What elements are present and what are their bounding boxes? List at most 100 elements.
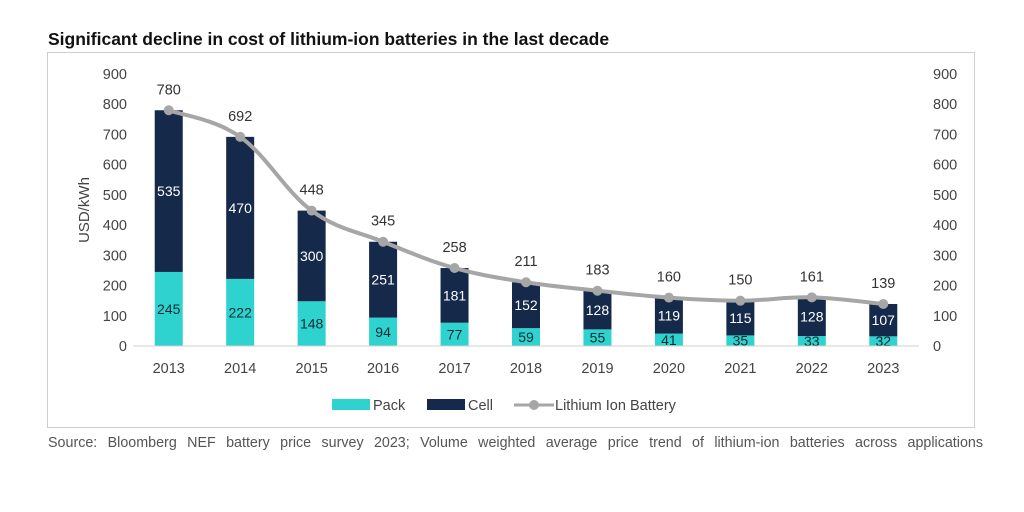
bar-cell xyxy=(512,282,540,329)
bar-pack xyxy=(440,322,469,346)
data-label-pack: 94 xyxy=(375,324,391,340)
bar-pack xyxy=(654,333,683,346)
line-point xyxy=(306,205,317,216)
line-point xyxy=(806,292,817,303)
y-tick-label-left: 700 xyxy=(103,127,127,143)
x-tick-label: 2021 xyxy=(724,361,756,377)
y-tick-label-right: 100 xyxy=(933,309,957,325)
y-tick-label-left: 100 xyxy=(103,309,127,325)
bar-cell xyxy=(369,241,398,318)
legend-swatch-pack xyxy=(332,399,370,410)
bar-cell xyxy=(440,268,469,323)
data-label-total: 139 xyxy=(871,276,895,292)
data-label-total: 345 xyxy=(371,214,395,230)
legend-label-pack: Pack xyxy=(373,398,406,414)
legend-swatch-cell xyxy=(427,399,465,410)
bar-cell xyxy=(154,110,183,272)
data-label-pack: 245 xyxy=(157,301,181,317)
data-label-pack: 222 xyxy=(229,304,253,320)
data-label-pack: 55 xyxy=(590,330,606,346)
bar-pack xyxy=(583,329,612,346)
bar-cell xyxy=(226,136,255,279)
line-point xyxy=(521,277,531,288)
x-tick-label: 2022 xyxy=(796,361,828,377)
y-tick-label-right: 500 xyxy=(933,188,957,204)
bar-cell xyxy=(869,303,898,337)
y-tick-label-right: 900 xyxy=(933,67,957,83)
data-label-cell: 251 xyxy=(371,272,395,288)
data-label-cell: 115 xyxy=(729,310,752,326)
bar-layer: 245 535 222 470 148 300 94 251 77 181 59 152 55 128 41… xyxy=(154,110,898,349)
chart-title: Significant decline in cost of lithium-i… xyxy=(48,29,610,49)
chart-plot: 245 535 222 470 148 300 94 251 77 181 59 152 55 128 41… xyxy=(76,67,957,414)
data-label-cell: 128 xyxy=(586,302,610,318)
source-note: Source: Bloomberg NEF battery price surv… xyxy=(48,435,983,451)
data-label-pack: 59 xyxy=(518,329,534,345)
line-point xyxy=(735,295,746,306)
data-label-pack: 33 xyxy=(804,333,820,349)
data-label-total: 780 xyxy=(157,82,181,98)
data-label-cell: 470 xyxy=(229,200,253,216)
bar-pack xyxy=(297,301,326,346)
x-tick-label: 2018 xyxy=(510,361,542,377)
bar-cell xyxy=(654,297,683,334)
y-tick-label-left: 800 xyxy=(103,97,127,113)
x-tick-label: 2015 xyxy=(296,361,328,377)
bar-cell xyxy=(726,300,755,336)
data-label-pack: 77 xyxy=(447,326,463,342)
bar-pack xyxy=(797,336,826,346)
bar-pack xyxy=(226,278,255,346)
axes-layer: 0 0 100 100 200 200 300 300 400 400 500 500 600 600 70… xyxy=(76,67,957,377)
x-tick-label: 2020 xyxy=(653,361,685,377)
y-tick-label-right: 0 xyxy=(933,339,941,355)
data-label-pack: 41 xyxy=(661,332,677,348)
data-label-pack: 32 xyxy=(875,333,891,349)
x-tick-label: 2017 xyxy=(438,361,470,377)
line-point xyxy=(878,298,889,309)
x-tick-label: 2023 xyxy=(867,361,899,377)
line-point xyxy=(378,236,389,247)
y-tick-label-right: 300 xyxy=(933,248,957,264)
line-point xyxy=(663,292,674,303)
x-tick-label: 2016 xyxy=(367,361,399,377)
y-tick-label-right: 700 xyxy=(933,127,957,143)
data-label-cell: 535 xyxy=(157,183,181,199)
bar-pack xyxy=(154,271,183,346)
data-label-total: 692 xyxy=(228,109,252,125)
bar-pack xyxy=(726,335,755,346)
data-label-total: 448 xyxy=(300,183,324,199)
bar-cell xyxy=(797,297,826,337)
legend-label-lithium-ion-battery: Lithium Ion Battery xyxy=(555,398,677,414)
legend-label-cell: Cell xyxy=(468,398,493,414)
y-tick-label-right: 800 xyxy=(933,97,957,113)
line-point xyxy=(163,105,174,116)
data-label-pack: 35 xyxy=(733,333,749,349)
data-label-cell: 152 xyxy=(514,297,538,313)
chart-frame: 245 535 222 470 148 300 94 251 77 181 59 152 55 128 41… xyxy=(47,52,975,428)
y-tick-label-left: 0 xyxy=(119,339,127,355)
y-tick-label-left: 500 xyxy=(103,188,127,204)
bar-pack xyxy=(512,328,540,346)
bar-cell xyxy=(297,210,326,302)
y-tick-label-left: 600 xyxy=(103,158,127,174)
y-tick-label-right: 400 xyxy=(933,218,957,234)
data-label-total: 160 xyxy=(657,270,681,286)
y-tick-label-left: 300 xyxy=(103,248,127,264)
data-label-cell: 128 xyxy=(800,309,824,325)
data-label-total: 150 xyxy=(728,273,752,289)
data-label-cell: 107 xyxy=(872,312,896,328)
line-point xyxy=(235,131,246,142)
data-label-pack: 148 xyxy=(300,316,324,332)
y-tick-label-left: 400 xyxy=(103,218,127,234)
line-point xyxy=(449,263,460,274)
line-point xyxy=(592,285,603,296)
legend-swatch-marker xyxy=(529,400,539,410)
data-label-total: 211 xyxy=(514,254,537,270)
data-label-total: 258 xyxy=(442,240,466,256)
x-tick-label: 2014 xyxy=(224,361,256,377)
x-tick-label: 2019 xyxy=(581,361,613,377)
data-label-total: 161 xyxy=(800,269,824,285)
bar-pack xyxy=(369,317,398,346)
y-tick-label-right: 200 xyxy=(933,279,957,295)
y-tick-label-right: 600 xyxy=(933,158,957,174)
